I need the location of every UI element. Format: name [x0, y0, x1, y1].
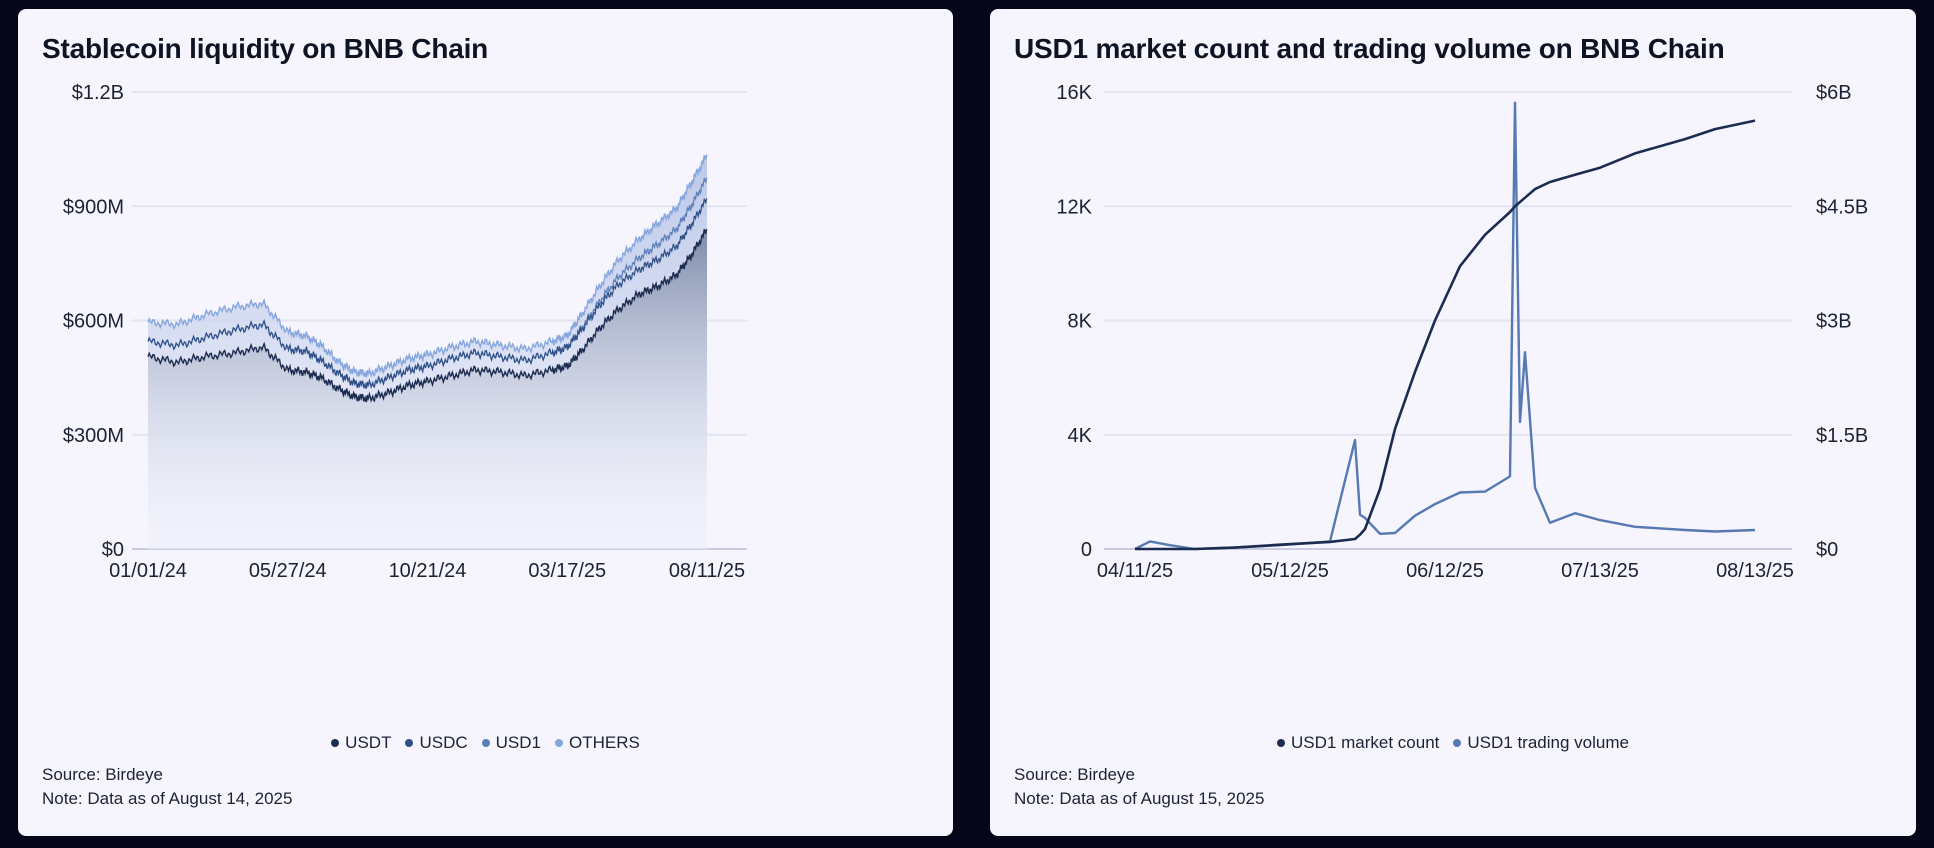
x-tick-label: 05/27/24 — [249, 560, 327, 582]
legend-label: USDT — [345, 733, 392, 752]
legend-dot-icon — [1277, 739, 1286, 747]
chart-legend: USDT USDC USD1 OTHERS — [18, 733, 953, 753]
y-tick-label: $0 — [102, 539, 124, 561]
legend-item-usdt: USDT — [331, 733, 391, 753]
legend-item-others: OTHERS — [554, 733, 640, 753]
y-tick-label: $300M — [63, 425, 124, 447]
legend-label: USDC — [419, 733, 468, 752]
series-line-others — [147, 154, 708, 378]
y-tick-label: $1.2B — [72, 82, 124, 104]
x-tick-label: 01/01/24 — [109, 560, 187, 582]
legend-label: USD1 market count — [1291, 733, 1440, 752]
x-tick-label: 08/13/25 — [1716, 560, 1794, 582]
legend-dot-icon — [481, 739, 490, 747]
source-note: Source: Birdeye — [1014, 765, 1135, 784]
legend-item-market-count: USD1 market count — [1277, 733, 1439, 753]
usd1-market-panel: USD1 market count and trading volume on … — [990, 9, 1916, 836]
y-left-tick-label: 16K — [1056, 82, 1092, 104]
y-right-tick-label: $4.5B — [1816, 196, 1868, 218]
x-tick-label: 05/12/25 — [1251, 560, 1329, 582]
x-tick-label: 08/11/25 — [669, 560, 745, 582]
y-left-tick-label: 8K — [1068, 311, 1093, 333]
legend-label: USD1 — [495, 733, 541, 752]
stablecoin-liquidity-chart: $0 $300M $600M $900M $1.2B 01/01/24 05/27/24 10… — [63, 82, 747, 582]
y-right-tick-label: $6B — [1816, 82, 1852, 104]
usd1-market-chart: 0 4K 8K 12K 16K $0 $1.5B $3B $4.5B $6B 04/11/25 05/… — [1056, 82, 1868, 582]
x-tick-label: 10/21/24 — [389, 560, 467, 582]
legend-dot-icon — [405, 739, 414, 747]
legend-item-usdc: USDC — [405, 733, 468, 753]
series-line-usdc — [147, 198, 708, 390]
chart-legend: USD1 market count USD1 trading volume — [990, 733, 1916, 753]
legend-item-trading-volume: USD1 trading volume — [1453, 733, 1629, 753]
series-line-trading-volume — [1134, 101, 1756, 551]
x-tick-label: 04/11/25 — [1097, 560, 1173, 582]
series-line-market-count — [1135, 119, 1756, 551]
legend-label: USD1 trading volume — [1467, 733, 1629, 752]
legend-item-usd1: USD1 — [481, 733, 541, 753]
y-right-tick-label: $3B — [1816, 311, 1852, 333]
y-right-tick-label: $0 — [1816, 539, 1838, 561]
y-left-tick-label: 0 — [1081, 539, 1092, 561]
legend-dot-icon — [554, 739, 563, 747]
y-tick-label: $900M — [63, 196, 124, 218]
y-tick-label: $600M — [63, 311, 124, 333]
legend-dot-icon — [331, 739, 340, 747]
legend-dot-icon — [1453, 739, 1462, 747]
y-right-tick-label: $1.5B — [1816, 425, 1868, 447]
series-line-usdt — [147, 228, 708, 403]
data-note: Note: Data as of August 15, 2025 — [1014, 789, 1265, 808]
x-tick-label: 07/13/25 — [1561, 560, 1639, 582]
x-tick-label: 06/12/25 — [1406, 560, 1484, 582]
y-left-tick-label: 12K — [1056, 196, 1092, 218]
x-tick-label: 03/17/25 — [528, 560, 606, 582]
source-note: Source: Birdeye — [42, 765, 163, 784]
stablecoin-liquidity-panel: Stablecoin liquidity on BNB Chain $0 $300… — [18, 9, 953, 836]
data-note: Note: Data as of August 14, 2025 — [42, 789, 293, 808]
chart-title: USD1 market count and trading volume on … — [1014, 33, 1725, 64]
y-left-tick-label: 4K — [1068, 425, 1093, 447]
legend-label: OTHERS — [568, 733, 640, 752]
chart-title: Stablecoin liquidity on BNB Chain — [42, 33, 489, 64]
usdt-area — [148, 229, 707, 549]
